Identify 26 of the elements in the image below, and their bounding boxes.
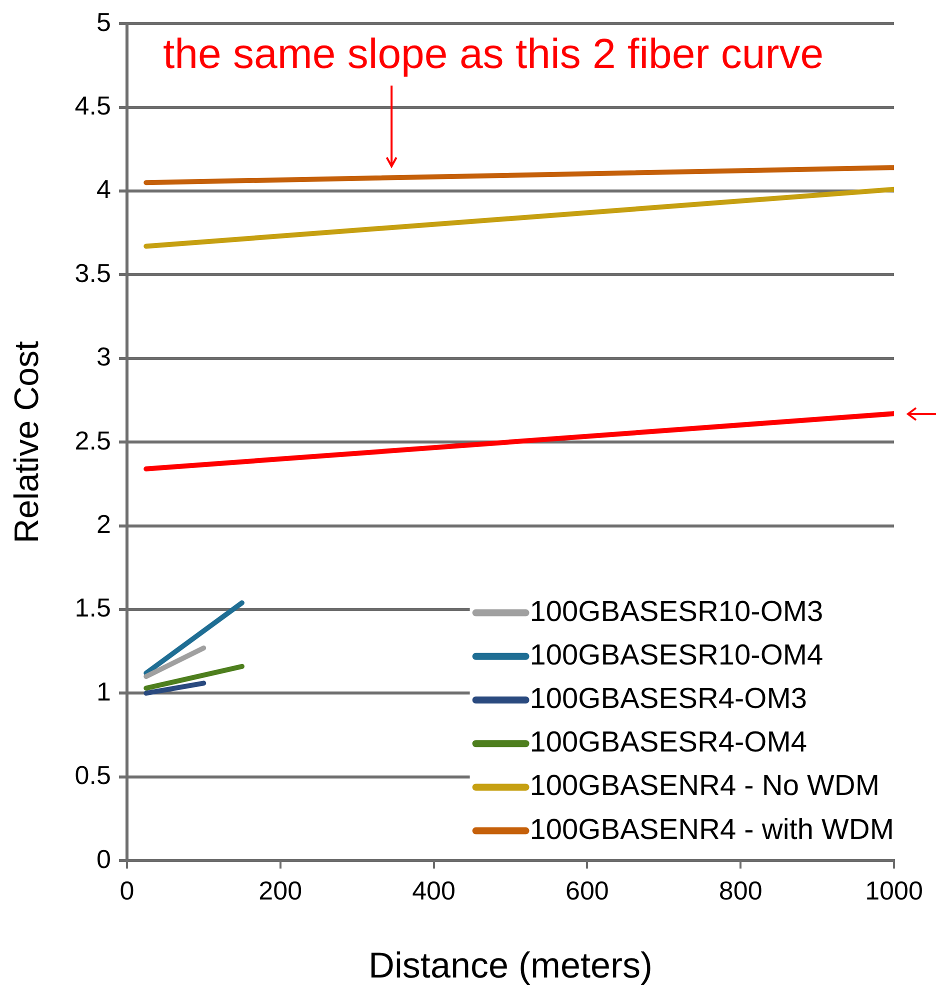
legend-label: 100GBASENR4 - No WDM <box>530 770 880 802</box>
x-tick-label: 0 <box>120 875 134 906</box>
y-tick-label: 1.5 <box>74 592 111 623</box>
legend-label: 100GBASESR10-OM4 <box>530 639 824 672</box>
y-tick-label: 4 <box>96 174 111 204</box>
y-tick-label: 0 <box>96 844 111 874</box>
y-tick-label: 3 <box>96 342 111 372</box>
y-tick-label: 2.5 <box>74 425 111 456</box>
y-tick-label: 2 <box>96 508 111 539</box>
y-tick-label: 0.5 <box>74 760 111 790</box>
legend-label: 100GBASESR10-OM3 <box>530 596 824 628</box>
x-tick-label: 400 <box>412 875 456 906</box>
x-tick-label: 600 <box>565 875 609 906</box>
y-tick-label: 5 <box>96 6 111 37</box>
legend-label: 100GBASENR4 - with WDM <box>530 814 894 846</box>
y-tick-label: 1 <box>96 676 111 706</box>
legend-label: 100GBASESR4-OM4 <box>530 726 808 759</box>
y-tick-label: 4.5 <box>74 90 111 120</box>
annotation: the same slope as this 2 fiber curve <box>162 30 824 78</box>
y-axis-title: Relative Cost <box>8 340 46 544</box>
y-tick-label: 3.5 <box>74 258 111 288</box>
x-axis-title: Distance (meters) <box>368 944 653 986</box>
x-tick-label: 1000 <box>865 875 923 906</box>
x-tick-label: 800 <box>718 875 762 906</box>
legend-label: 100GBASESR4-OM3 <box>530 683 808 715</box>
x-tick-label: 200 <box>258 875 302 906</box>
